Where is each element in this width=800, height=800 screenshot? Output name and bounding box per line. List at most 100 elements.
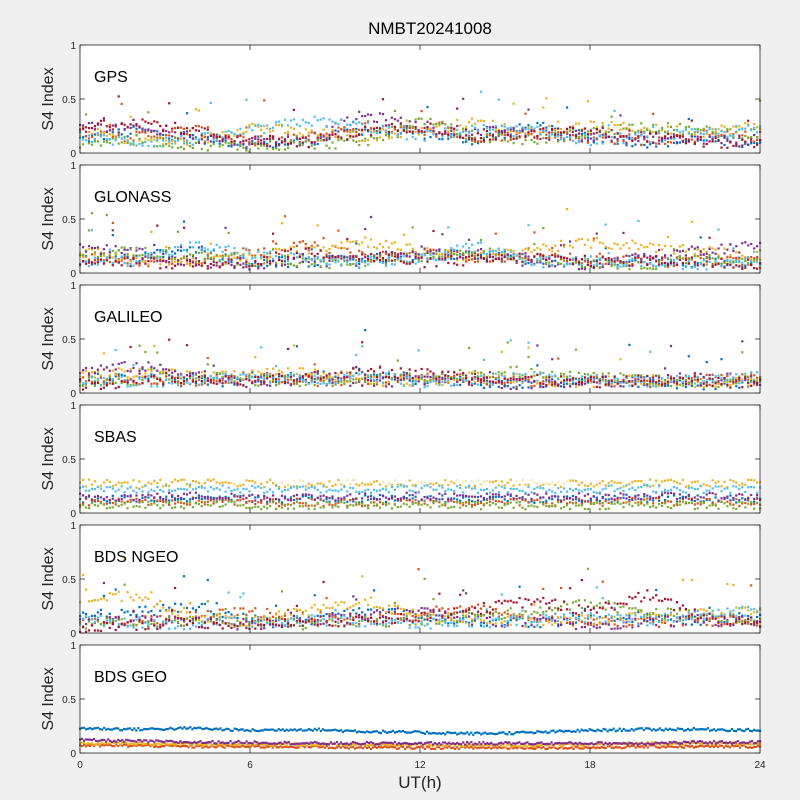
data-point	[441, 370, 444, 373]
data-point	[230, 377, 233, 380]
plot-area	[80, 165, 760, 273]
data-point	[545, 256, 548, 259]
data-point	[640, 134, 643, 137]
data-point	[577, 260, 581, 263]
data-point	[497, 253, 500, 256]
data-point	[188, 372, 192, 375]
data-point	[361, 371, 364, 374]
data-point	[248, 143, 251, 146]
data-point	[741, 134, 744, 137]
data-point	[747, 123, 750, 126]
data-point	[165, 368, 168, 371]
data-point	[111, 221, 114, 224]
data-point	[497, 374, 500, 377]
data-point	[224, 254, 227, 257]
data-point	[571, 130, 575, 134]
data-point	[319, 259, 322, 262]
data-point	[254, 135, 257, 138]
data-point	[405, 252, 408, 255]
data-point	[129, 247, 132, 250]
data-point	[286, 142, 290, 145]
data-point	[283, 255, 287, 258]
data-point	[414, 252, 417, 255]
data-point	[577, 129, 581, 132]
data-point	[337, 136, 340, 139]
data-point	[693, 135, 696, 138]
data-point	[245, 148, 248, 151]
data-point	[358, 367, 361, 370]
data-point	[669, 384, 673, 388]
data-point	[459, 377, 462, 380]
data-point	[462, 245, 465, 248]
data-point	[239, 377, 242, 380]
data-point	[613, 242, 616, 245]
data-point	[206, 356, 209, 360]
data-point	[224, 261, 227, 264]
data-point	[197, 125, 200, 128]
data-point	[485, 133, 488, 137]
data-point	[313, 241, 316, 244]
data-point	[500, 372, 503, 375]
data-point	[174, 260, 177, 263]
data-point	[750, 384, 753, 387]
data-point	[747, 143, 750, 146]
data-point	[426, 375, 429, 378]
data-point	[117, 367, 120, 370]
data-point	[254, 259, 257, 263]
data-point	[126, 383, 129, 386]
data-point	[524, 252, 527, 255]
data-point	[227, 262, 230, 265]
data-point	[711, 127, 714, 130]
data-point	[563, 386, 566, 389]
data-point	[672, 264, 676, 268]
data-point	[174, 142, 177, 145]
data-point	[738, 134, 741, 137]
data-point	[367, 139, 370, 142]
data-point	[257, 138, 260, 141]
data-point	[280, 371, 284, 374]
data-point	[702, 145, 705, 148]
data-point	[364, 261, 367, 264]
data-point	[156, 121, 159, 124]
data-point	[93, 125, 96, 128]
data-point	[141, 496, 144, 499]
data-point	[494, 257, 497, 260]
data-point	[295, 372, 298, 375]
data-point	[545, 130, 548, 133]
data-point	[310, 248, 313, 251]
data-point	[732, 377, 735, 381]
data-point	[396, 379, 399, 382]
data-point	[102, 248, 105, 251]
data-point	[521, 374, 524, 377]
data-point	[346, 256, 349, 259]
data-point	[664, 136, 667, 139]
data-point	[560, 131, 563, 134]
data-point	[693, 372, 696, 375]
data-point	[215, 133, 218, 136]
data-point	[278, 253, 281, 256]
data-point	[399, 248, 402, 251]
data-point	[622, 378, 625, 381]
data-point	[387, 372, 390, 375]
data-point	[325, 378, 328, 381]
data-point	[462, 136, 465, 139]
data-point	[705, 132, 708, 136]
data-point	[280, 136, 284, 139]
data-point	[756, 261, 759, 264]
data-point	[465, 242, 468, 245]
data-point	[384, 381, 388, 384]
data-point	[177, 246, 180, 249]
data-point	[390, 242, 393, 245]
data-point	[165, 373, 168, 376]
data-point	[747, 119, 750, 122]
data-point	[539, 128, 542, 131]
data-point	[649, 383, 652, 387]
data-point	[693, 133, 696, 136]
data-point	[637, 219, 640, 223]
data-point	[696, 261, 699, 265]
data-point	[539, 382, 542, 385]
data-point	[479, 377, 483, 381]
data-point	[180, 377, 183, 380]
data-point	[286, 249, 290, 253]
data-point	[233, 140, 236, 143]
